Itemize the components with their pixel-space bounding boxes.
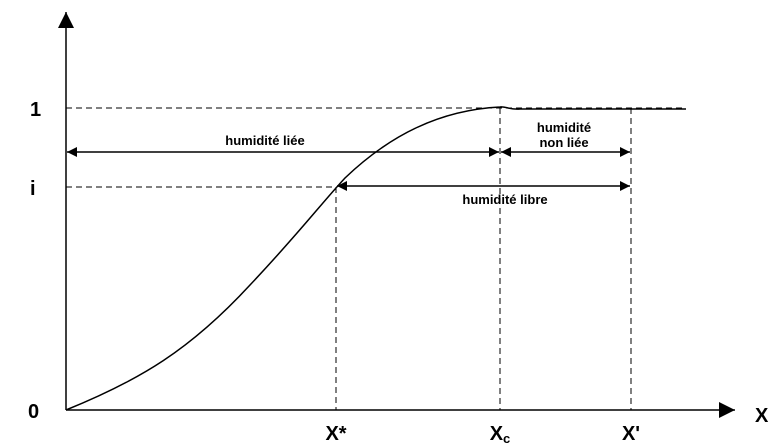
- x-label-base: X: [490, 423, 504, 445]
- x-axis-label: X: [755, 405, 769, 427]
- y-label: i: [30, 178, 36, 200]
- x-label: Xc: [490, 423, 511, 445]
- annotation: humidité liée: [225, 133, 304, 148]
- annotation: humidité: [537, 120, 591, 135]
- annotation: non liée: [539, 135, 588, 150]
- y-label: 1: [30, 99, 41, 121]
- annotation: humidité libre: [462, 192, 547, 207]
- y-label: 0: [28, 401, 39, 423]
- x-label: X*: [325, 423, 346, 445]
- x-label-sub: c: [503, 431, 510, 445]
- x-label: X': [622, 423, 640, 445]
- isotherm-curve: [65, 106, 686, 411]
